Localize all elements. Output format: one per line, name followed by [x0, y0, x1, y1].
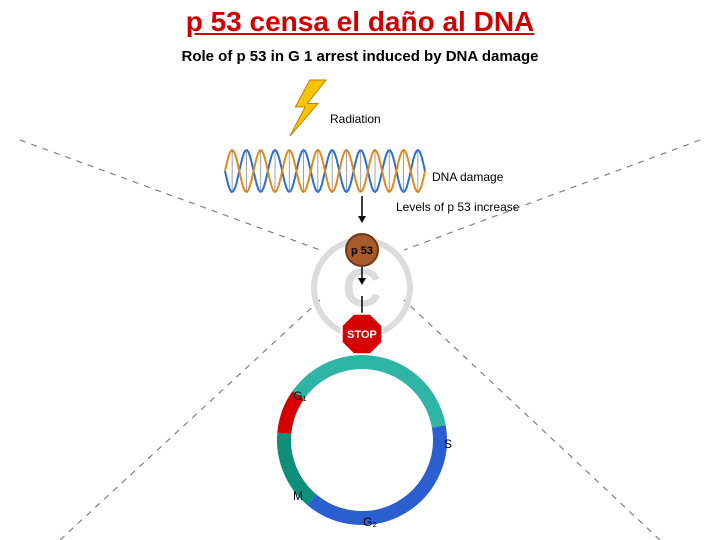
cycle-label-G2: G₂ [363, 515, 377, 529]
stop-label: STOP [347, 329, 377, 341]
perspective-line [404, 140, 700, 250]
arrowhead-icon [358, 216, 366, 223]
p53-label: p 53 [351, 245, 373, 257]
cycle-phase-S [312, 426, 440, 518]
cycle-label-G1: G₁ [293, 389, 306, 403]
dna-helix-icon [225, 150, 425, 192]
diagram-canvas: Cp 53STOPG₁SG₂M [0, 0, 720, 540]
radiation-bolt-icon [290, 80, 326, 136]
cycle-phase-G1 [284, 362, 439, 433]
cycle-label-S: S [444, 437, 452, 451]
cycle-label-M: M [293, 489, 303, 503]
